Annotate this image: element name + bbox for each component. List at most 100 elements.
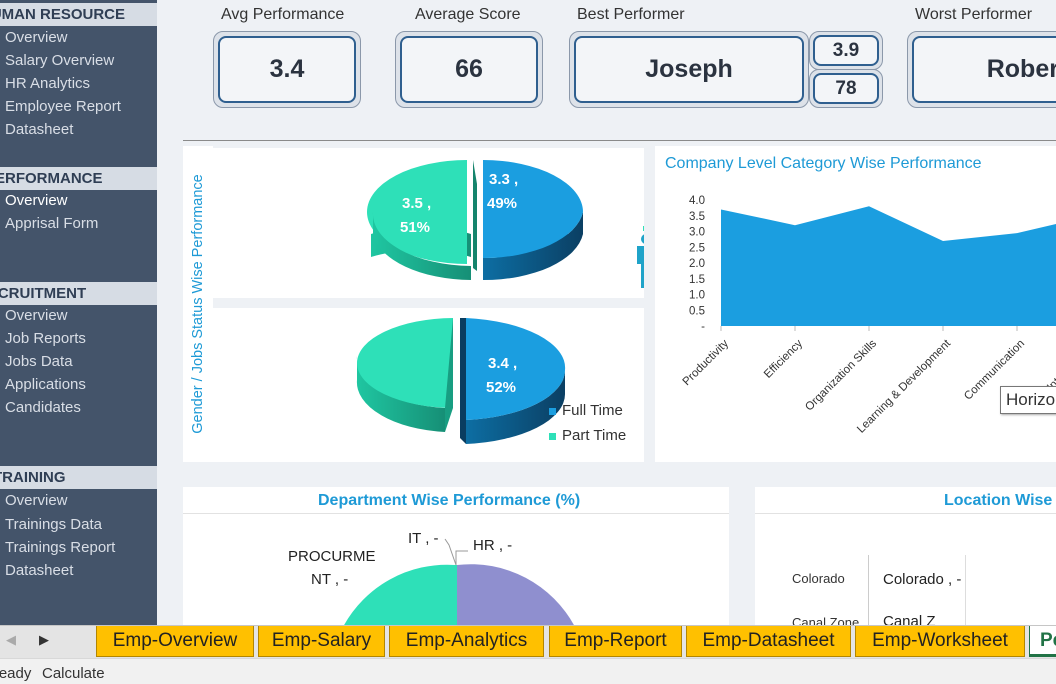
- gender-pie-label-male-2: 49%: [487, 195, 517, 212]
- tooltip: Horizontal: [1000, 386, 1056, 414]
- area-series: [721, 206, 1056, 326]
- tab-emp-worksheet[interactable]: Emp-Worksheet: [855, 626, 1025, 657]
- location-performance-panel: Location Wise Colorado Canal Zone Colora…: [755, 487, 1056, 625]
- company-performance-panel: Company Level Category Wise Performance …: [655, 146, 1056, 462]
- sidebar-item-training-datasheet[interactable]: Datasheet: [5, 562, 74, 579]
- location-data-label-colorado: Colorado , -: [883, 571, 962, 588]
- location-performance-title: Location Wise: [944, 492, 1053, 509]
- location-gridline: [965, 555, 966, 625]
- y-tick-label: 2.5: [689, 242, 705, 254]
- x-tick-label: Efficiency: [762, 337, 805, 380]
- scroll-right-icon[interactable]: ▶: [39, 632, 49, 647]
- jobstatus-pie-chart: 3.4 , 52%: [356, 318, 566, 444]
- sidebar-item-performance-overview[interactable]: Overview: [5, 192, 68, 209]
- department-performance-panel: Department Wise Performance (%) IT , - H…: [183, 487, 729, 625]
- sidebar-item-applications[interactable]: Applications: [5, 376, 86, 393]
- department-pie-chart: IT , - HR , - PROCURME NT , -: [288, 530, 574, 625]
- gender-pie-female-slice: [367, 160, 467, 264]
- sidebar-item-job-reports[interactable]: Job Reports: [5, 330, 86, 347]
- status-calculate[interactable]: Calculate: [42, 665, 105, 682]
- title-divider-location: [755, 513, 1056, 514]
- y-tick-label: 4.0: [689, 195, 705, 207]
- side-title-strip: [183, 146, 213, 462]
- tab-emp-datasheet[interactable]: Emp-Datasheet: [686, 626, 851, 657]
- sidebar-item-salary-overview[interactable]: Salary Overview: [5, 52, 115, 69]
- jobstatus-pie-fulltime-depth: [466, 370, 566, 444]
- sidebar-item-trainings-data[interactable]: Trainings Data: [5, 516, 102, 533]
- location-axis: [868, 555, 869, 625]
- tab-emp-report[interactable]: Emp-Report: [549, 626, 682, 657]
- section-header-human-resource: HUMAN RESOURCE: [0, 3, 157, 26]
- kpi-average-score-label: Average Score: [415, 6, 521, 23]
- section-header-recruitment: RECRUITMENT: [0, 282, 157, 305]
- kpi-avg-performance-value: 3.4: [218, 36, 356, 103]
- kpi-best-performer-name: Joseph: [574, 36, 804, 103]
- gender-pie-label-female-1: 3.5 ,: [402, 195, 431, 212]
- jobstatus-pie-panel: 3.4 , 52% Full Time Part Time: [213, 308, 644, 462]
- kpi-best-performer-score: 78: [813, 73, 879, 104]
- sidebar-item-datasheet[interactable]: Datasheet: [5, 121, 74, 138]
- sidebar-item-training-overview[interactable]: Overview: [5, 492, 68, 509]
- kpi-worst-performer-name: Robert: [912, 36, 1056, 103]
- y-tick-label: 1.5: [689, 274, 705, 286]
- y-tick-label: 2.0: [689, 258, 705, 270]
- legend-fulltime-label: Full Time: [562, 402, 623, 419]
- kpi-avg-performance-label: Avg Performance: [221, 6, 345, 23]
- sidebar-item-employee-report[interactable]: Employee Report: [5, 98, 121, 115]
- sheet-tab-bar: ◀ ▶ Emp-Overview Emp-Salary Emp-Analytic…: [0, 625, 1056, 658]
- section-header-performance: PERFORMANCE: [0, 167, 157, 190]
- location-category-canal-zone: Canal Zone: [792, 615, 860, 625]
- y-tick-label: 3.5: [689, 211, 705, 223]
- department-pie-procurement-slice: [344, 564, 457, 625]
- department-pie-label-procurement-2: NT , -: [311, 571, 348, 588]
- x-tick-label: Organization Skills: [803, 337, 879, 413]
- tab-emp-salary[interactable]: Emp-Salary: [258, 626, 385, 657]
- kpi-worst-performer-card: Robert: [907, 31, 1056, 108]
- location-data-label-canal-zone: Canal Z: [883, 613, 936, 625]
- kpi-best-performer-rating-card: 3.9: [809, 31, 883, 70]
- tab-performance-active[interactable]: Pe: [1029, 626, 1056, 657]
- y-tick-label: -: [701, 321, 705, 333]
- department-pie-label-hr: HR , -: [473, 537, 512, 554]
- sidebar-item-candidates[interactable]: Candidates: [5, 399, 81, 416]
- dashboard-main: Avg Performance 3.4 Average Score 66 Bes…: [157, 0, 1056, 625]
- sidebar-item-trainings-report[interactable]: Trainings Report: [5, 539, 116, 556]
- legend-parttime-swatch: [549, 433, 556, 440]
- sidebar-item-hr-analytics[interactable]: HR Analytics: [5, 75, 91, 92]
- gender-pie-female-depth: [372, 212, 471, 280]
- gender-pie-panel: 3.5 , 51% 3.3 , 49%: [213, 148, 693, 298]
- gender-jobstatus-side-title: Gender / Jobs Status Wise Performance: [190, 174, 206, 434]
- gender-pie-gap: [473, 160, 477, 271]
- jobstatus-pie-gap: [460, 318, 466, 444]
- jobstatus-pie-label-2: 52%: [486, 379, 516, 396]
- sidebar-item-recruitment-overview[interactable]: Overview: [5, 307, 68, 324]
- jobstatus-pie-parttime-depth: [356, 356, 445, 432]
- department-pie-leader-hr: [455, 550, 468, 565]
- scroll-left-icon[interactable]: ◀: [6, 632, 16, 647]
- kpi-best-performer-label: Best Performer: [577, 6, 685, 23]
- tab-emp-analytics[interactable]: Emp-Analytics: [389, 626, 544, 657]
- y-tick-label: 1.0: [689, 290, 705, 302]
- company-performance-area-chart: - 0.5 1.0 1.5 2.0 2.5 3.0 3.5 4.0 Productivity Eff…: [681, 195, 1056, 436]
- jobstatus-pie-parttime-slice: [357, 318, 453, 408]
- company-performance-title: Company Level Category Wise Performance: [665, 155, 982, 172]
- legend-fulltime-swatch: [549, 408, 556, 415]
- department-performance-title: Department Wise Performance (%): [318, 492, 581, 509]
- divider: [183, 140, 1056, 141]
- gender-pie-label-female-2: 51%: [400, 219, 430, 236]
- x-tick-label: Productivity: [681, 337, 732, 388]
- sidebar-item-overview[interactable]: Overview: [5, 29, 68, 46]
- legend-parttime-label: Part Time: [562, 427, 627, 444]
- title-divider: [183, 513, 729, 514]
- sidebar-item-apprisal-form[interactable]: Apprisal Form: [5, 215, 99, 232]
- tab-emp-overview[interactable]: Emp-Overview: [96, 626, 254, 657]
- gender-pie-label-male-1: 3.3 ,: [489, 171, 518, 188]
- people-icon: [637, 226, 693, 288]
- sidebar-item-jobs-data[interactable]: Jobs Data: [5, 353, 73, 370]
- kpi-worst-performer-label: Worst Performer: [915, 6, 1033, 23]
- kpi-best-performer-card: Joseph: [569, 31, 809, 108]
- kpi-best-performer-rating: 3.9: [813, 35, 879, 66]
- location-category-colorado: Colorado: [792, 571, 845, 586]
- y-tick-label: 3.0: [689, 227, 705, 239]
- y-tick-label: 0.5: [689, 305, 705, 317]
